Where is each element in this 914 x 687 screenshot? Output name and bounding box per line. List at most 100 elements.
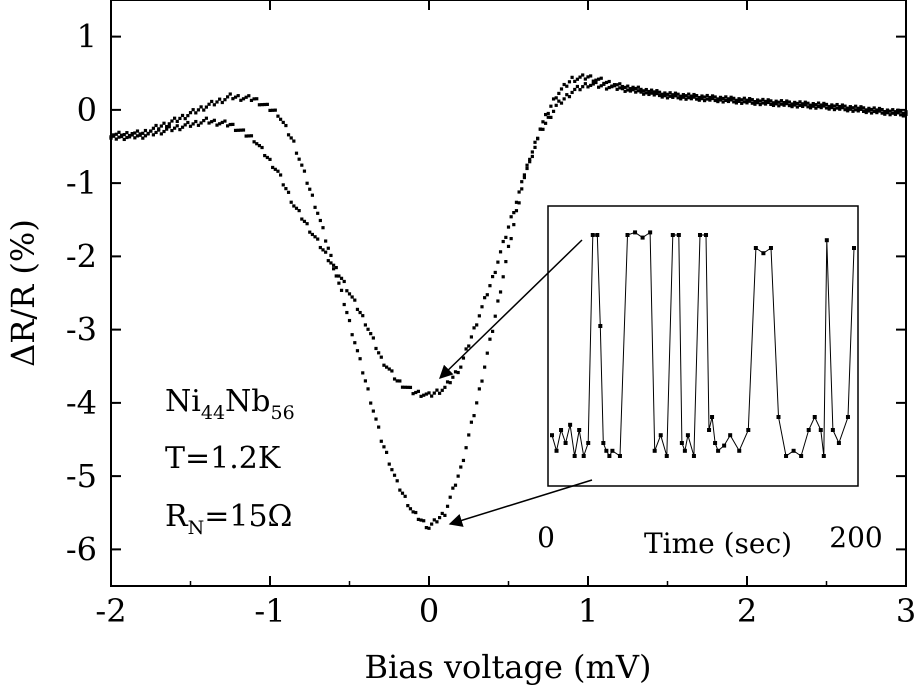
inset-point	[610, 448, 615, 453]
data-point	[679, 94, 683, 98]
data-point	[472, 326, 476, 330]
data-point	[708, 98, 712, 102]
data-point	[758, 99, 762, 103]
data-point	[657, 93, 662, 98]
data-point	[342, 302, 346, 307]
data-point	[170, 128, 174, 133]
data-point	[899, 113, 903, 117]
data-point	[483, 296, 487, 300]
data-point	[202, 118, 206, 123]
data-point	[332, 267, 336, 271]
data-point	[586, 85, 590, 89]
data-point	[480, 305, 484, 309]
data-point	[652, 90, 656, 94]
data-point	[785, 102, 789, 106]
data-point	[318, 218, 322, 223]
data-point	[533, 145, 537, 149]
data-point	[631, 85, 635, 89]
data-point	[231, 97, 235, 101]
data-point	[689, 94, 693, 98]
data-point	[597, 85, 601, 89]
data-point	[888, 109, 892, 113]
data-point	[228, 92, 232, 96]
material-ni-subscript: 44	[201, 402, 225, 424]
data-point	[424, 525, 428, 530]
data-point	[281, 183, 285, 187]
data-point	[141, 131, 145, 135]
data-point	[793, 100, 797, 105]
data-point	[668, 91, 672, 95]
data-point	[692, 95, 696, 99]
data-point	[504, 235, 508, 239]
data-point	[867, 109, 871, 113]
inset: 0 200 Time (sec)	[537, 205, 883, 560]
data-point	[133, 131, 137, 135]
data-point	[308, 230, 312, 234]
data-point	[135, 129, 140, 133]
data-point	[628, 89, 632, 93]
data-point	[178, 116, 182, 121]
data-point	[769, 99, 773, 103]
data-point	[748, 97, 752, 101]
data-point	[170, 119, 174, 123]
data-point	[392, 473, 397, 477]
data-point	[777, 104, 781, 108]
data-point	[883, 112, 887, 116]
material-ni: Ni	[165, 384, 201, 419]
data-point	[867, 106, 871, 110]
data-point	[581, 85, 585, 89]
data-point	[334, 274, 338, 278]
data-point	[740, 98, 744, 102]
inset-point	[812, 415, 817, 419]
data-point	[565, 93, 569, 97]
data-point	[663, 94, 667, 98]
data-point	[244, 134, 248, 138]
data-point	[763, 102, 768, 106]
inset-point	[563, 441, 568, 445]
data-point	[316, 211, 320, 215]
data-point	[557, 99, 561, 103]
data-point	[194, 119, 198, 124]
data-point	[456, 474, 460, 478]
inset-point	[676, 233, 681, 237]
data-point	[167, 122, 171, 126]
data-point	[448, 495, 452, 499]
data-point	[324, 250, 328, 254]
data-point	[157, 128, 161, 132]
data-point	[901, 114, 905, 118]
x-tick-label: 0	[419, 592, 439, 630]
data-point	[607, 85, 611, 90]
data-point	[597, 77, 601, 81]
data-point	[146, 131, 150, 136]
data-point	[541, 127, 545, 131]
data-point	[525, 166, 529, 171]
data-point	[408, 507, 413, 511]
data-point	[695, 97, 699, 101]
data-point	[127, 133, 132, 138]
data-point	[763, 99, 768, 104]
data-point	[636, 89, 640, 93]
inset-x-max-label: 200	[829, 521, 882, 554]
data-point	[112, 133, 116, 137]
data-point	[779, 102, 784, 106]
inset-point	[728, 433, 733, 438]
data-point	[300, 217, 304, 221]
data-point	[893, 112, 897, 116]
data-point	[226, 95, 230, 99]
data-point	[130, 132, 134, 136]
data-point	[705, 93, 709, 98]
data-point	[310, 193, 314, 197]
resistance-r: R	[165, 499, 189, 534]
data-point	[273, 167, 277, 171]
data-point	[188, 124, 193, 128]
inset-point	[572, 454, 577, 458]
data-point	[326, 246, 330, 250]
data-point	[260, 103, 264, 107]
data-point	[615, 87, 619, 91]
data-point	[729, 95, 733, 99]
data-point	[901, 111, 905, 115]
data-point	[732, 96, 736, 100]
data-point	[756, 101, 760, 105]
data-point	[522, 173, 526, 177]
data-point	[461, 356, 466, 360]
